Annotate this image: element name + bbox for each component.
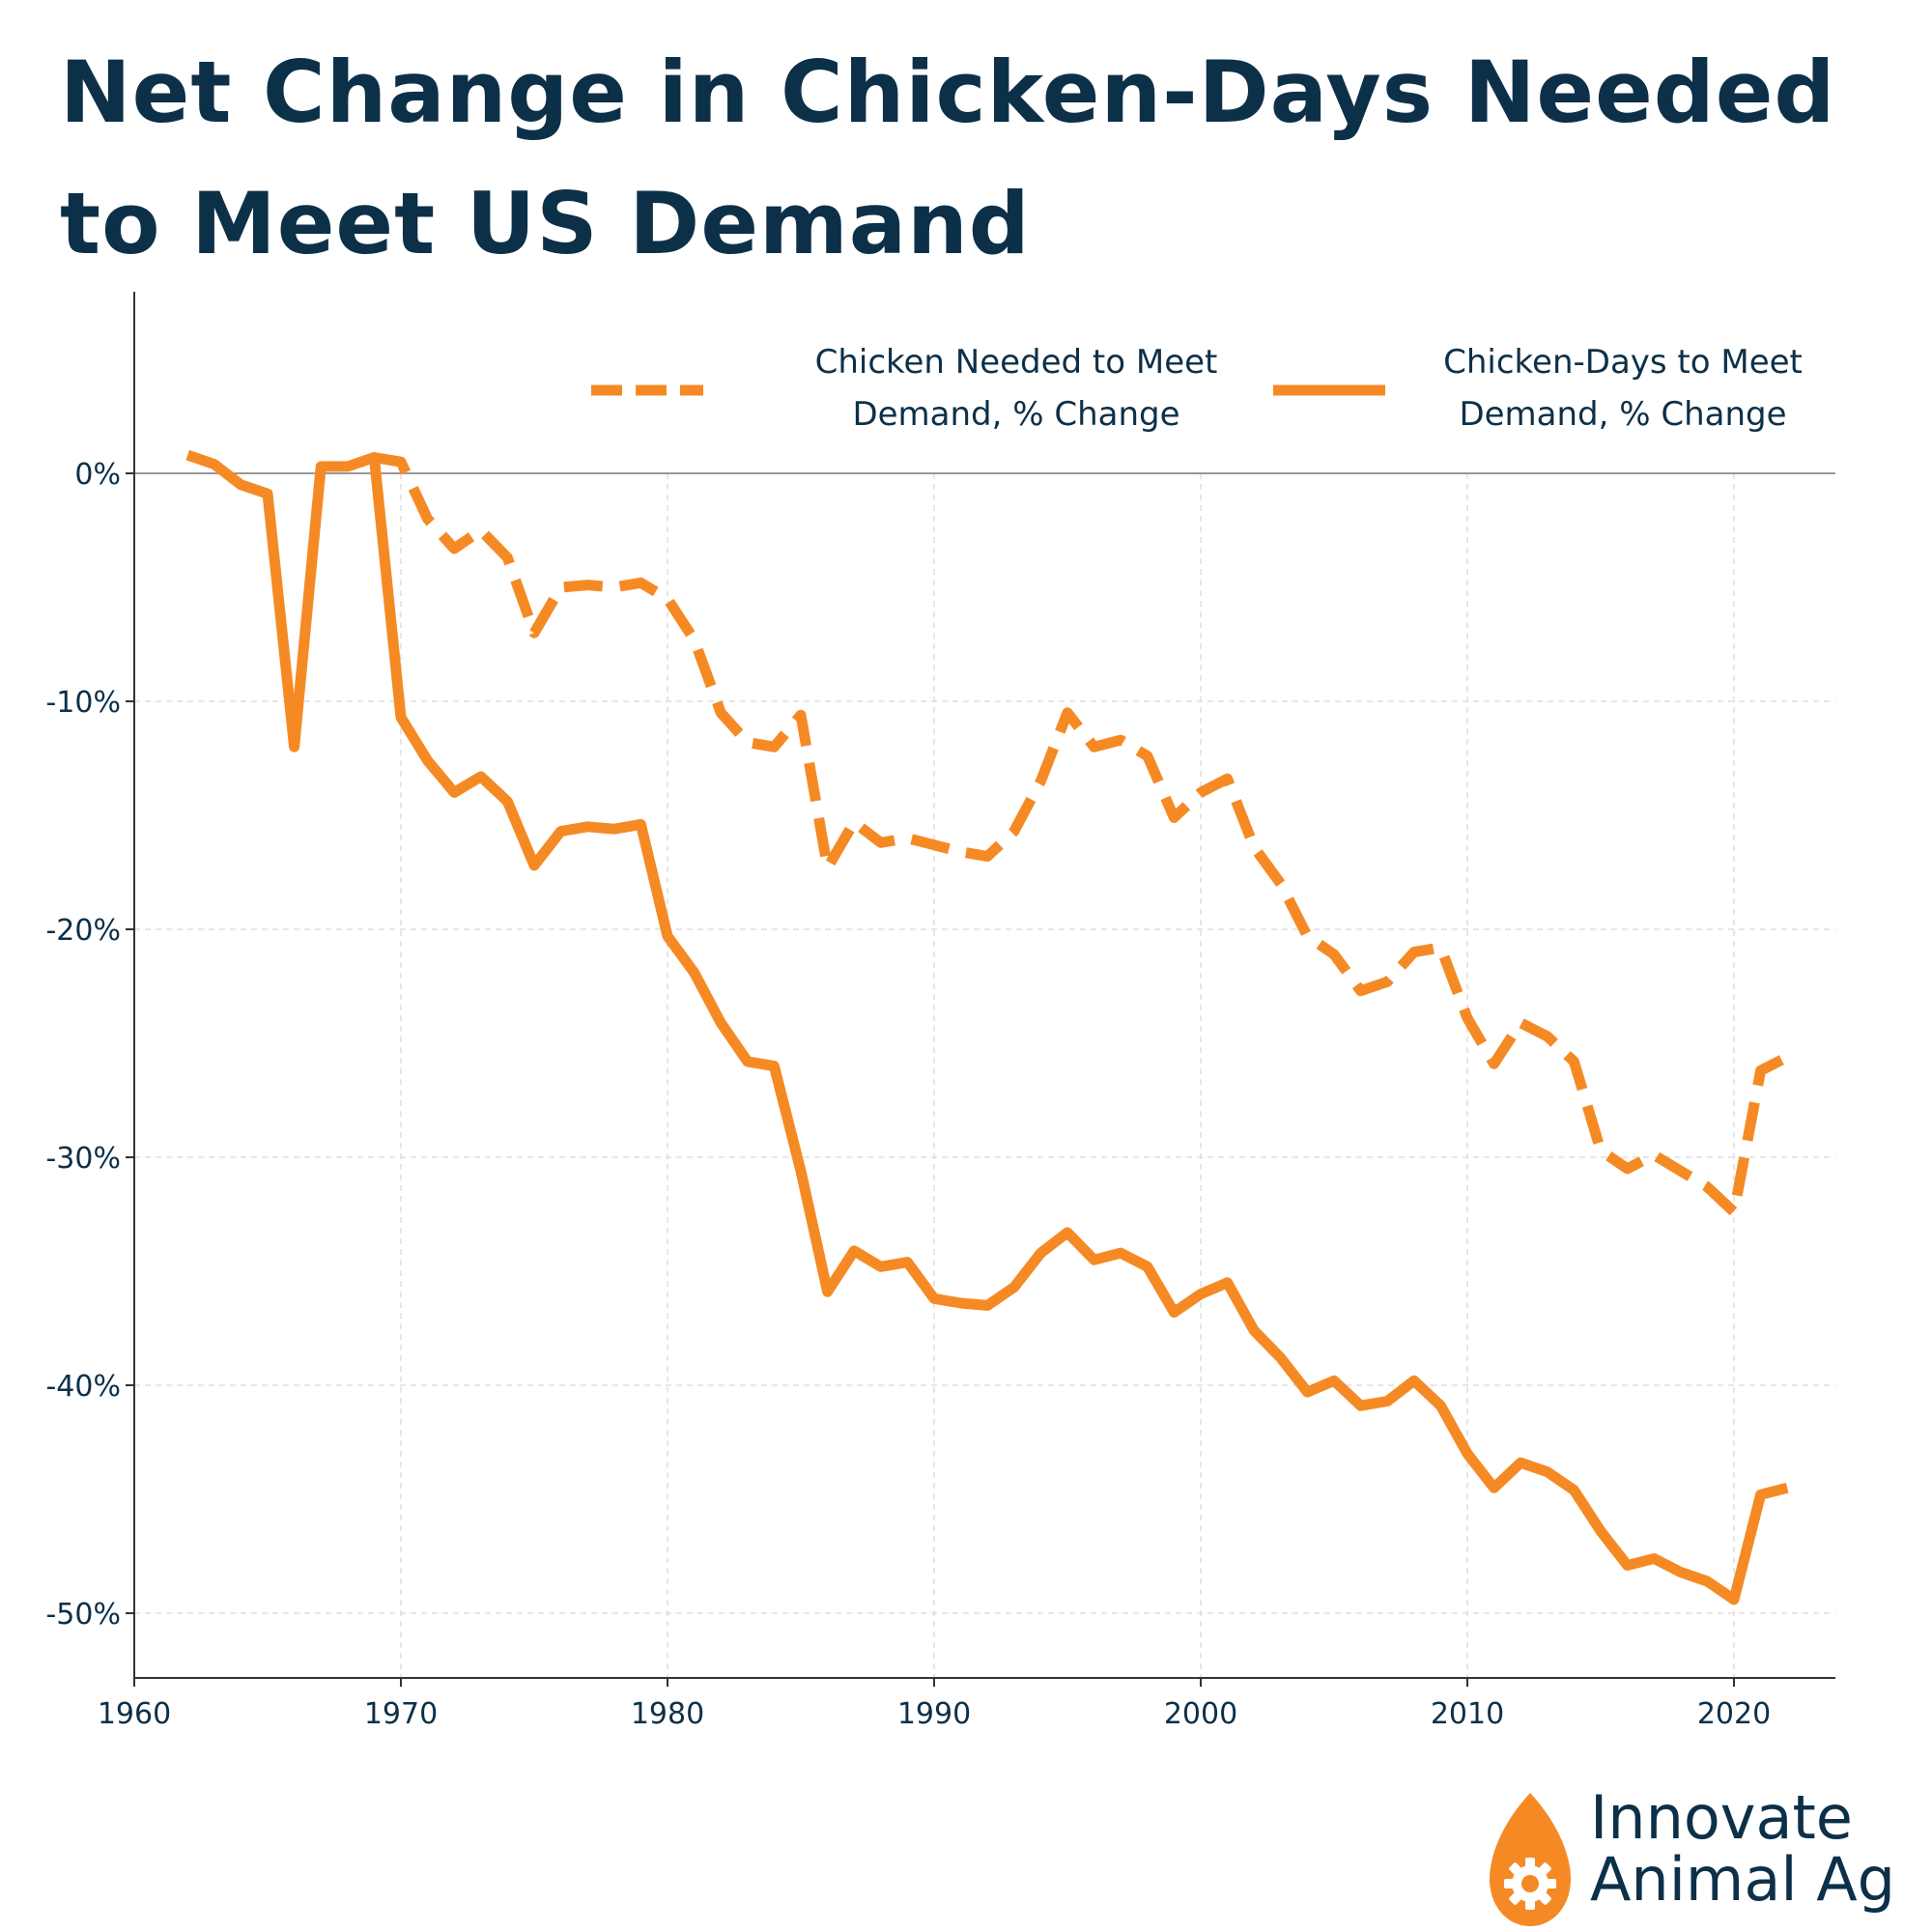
y-tick-label: -20% — [45, 914, 121, 948]
legend: Chicken Needed to Meet Demand, % Change Ch… — [591, 343, 1803, 434]
x-tick-label: 1980 — [631, 1697, 704, 1731]
x-tick-label: 1960 — [98, 1697, 171, 1731]
gridlines — [134, 473, 1835, 1678]
x-tick-label: 2020 — [1697, 1697, 1771, 1731]
tick-labels: 1960 1970 1980 1990 2000 2010 2020 0% -10% -20% -3… — [45, 458, 1771, 1731]
x-tick-label: 2000 — [1164, 1697, 1237, 1731]
brand-line-2: Animal Ag — [1590, 1844, 1896, 1915]
y-tick-label: -30% — [45, 1142, 121, 1176]
egg-gear-icon — [1490, 1793, 1571, 1926]
series-line-dashed — [373, 452, 1790, 1218]
x-tick-label: 1970 — [364, 1697, 438, 1731]
series-line-solid — [185, 449, 1789, 1605]
axes — [126, 292, 1835, 1687]
brand-line-1: Innovate — [1590, 1782, 1853, 1853]
series-lines — [185, 449, 1790, 1605]
x-tick-label: 2010 — [1431, 1697, 1504, 1731]
legend-label: Chicken-Days to Meet Demand, % Change — [1443, 343, 1803, 434]
x-tick-label: 1990 — [897, 1697, 971, 1731]
y-tick-label: 0% — [74, 458, 121, 492]
brand-logo: Innovate Animal Ag — [1484, 1787, 1909, 1932]
y-tick-label: -40% — [45, 1370, 121, 1404]
legend-label: Chicken Needed to Meet Demand, % Change — [815, 343, 1218, 434]
brand-wordmark: Innovate Animal Ag — [1590, 1787, 1895, 1911]
y-tick-label: -10% — [45, 686, 121, 720]
y-tick-label: -50% — [45, 1598, 121, 1632]
chart-title: Net Change in Chicken-Days Needed to Mee… — [60, 43, 1836, 273]
